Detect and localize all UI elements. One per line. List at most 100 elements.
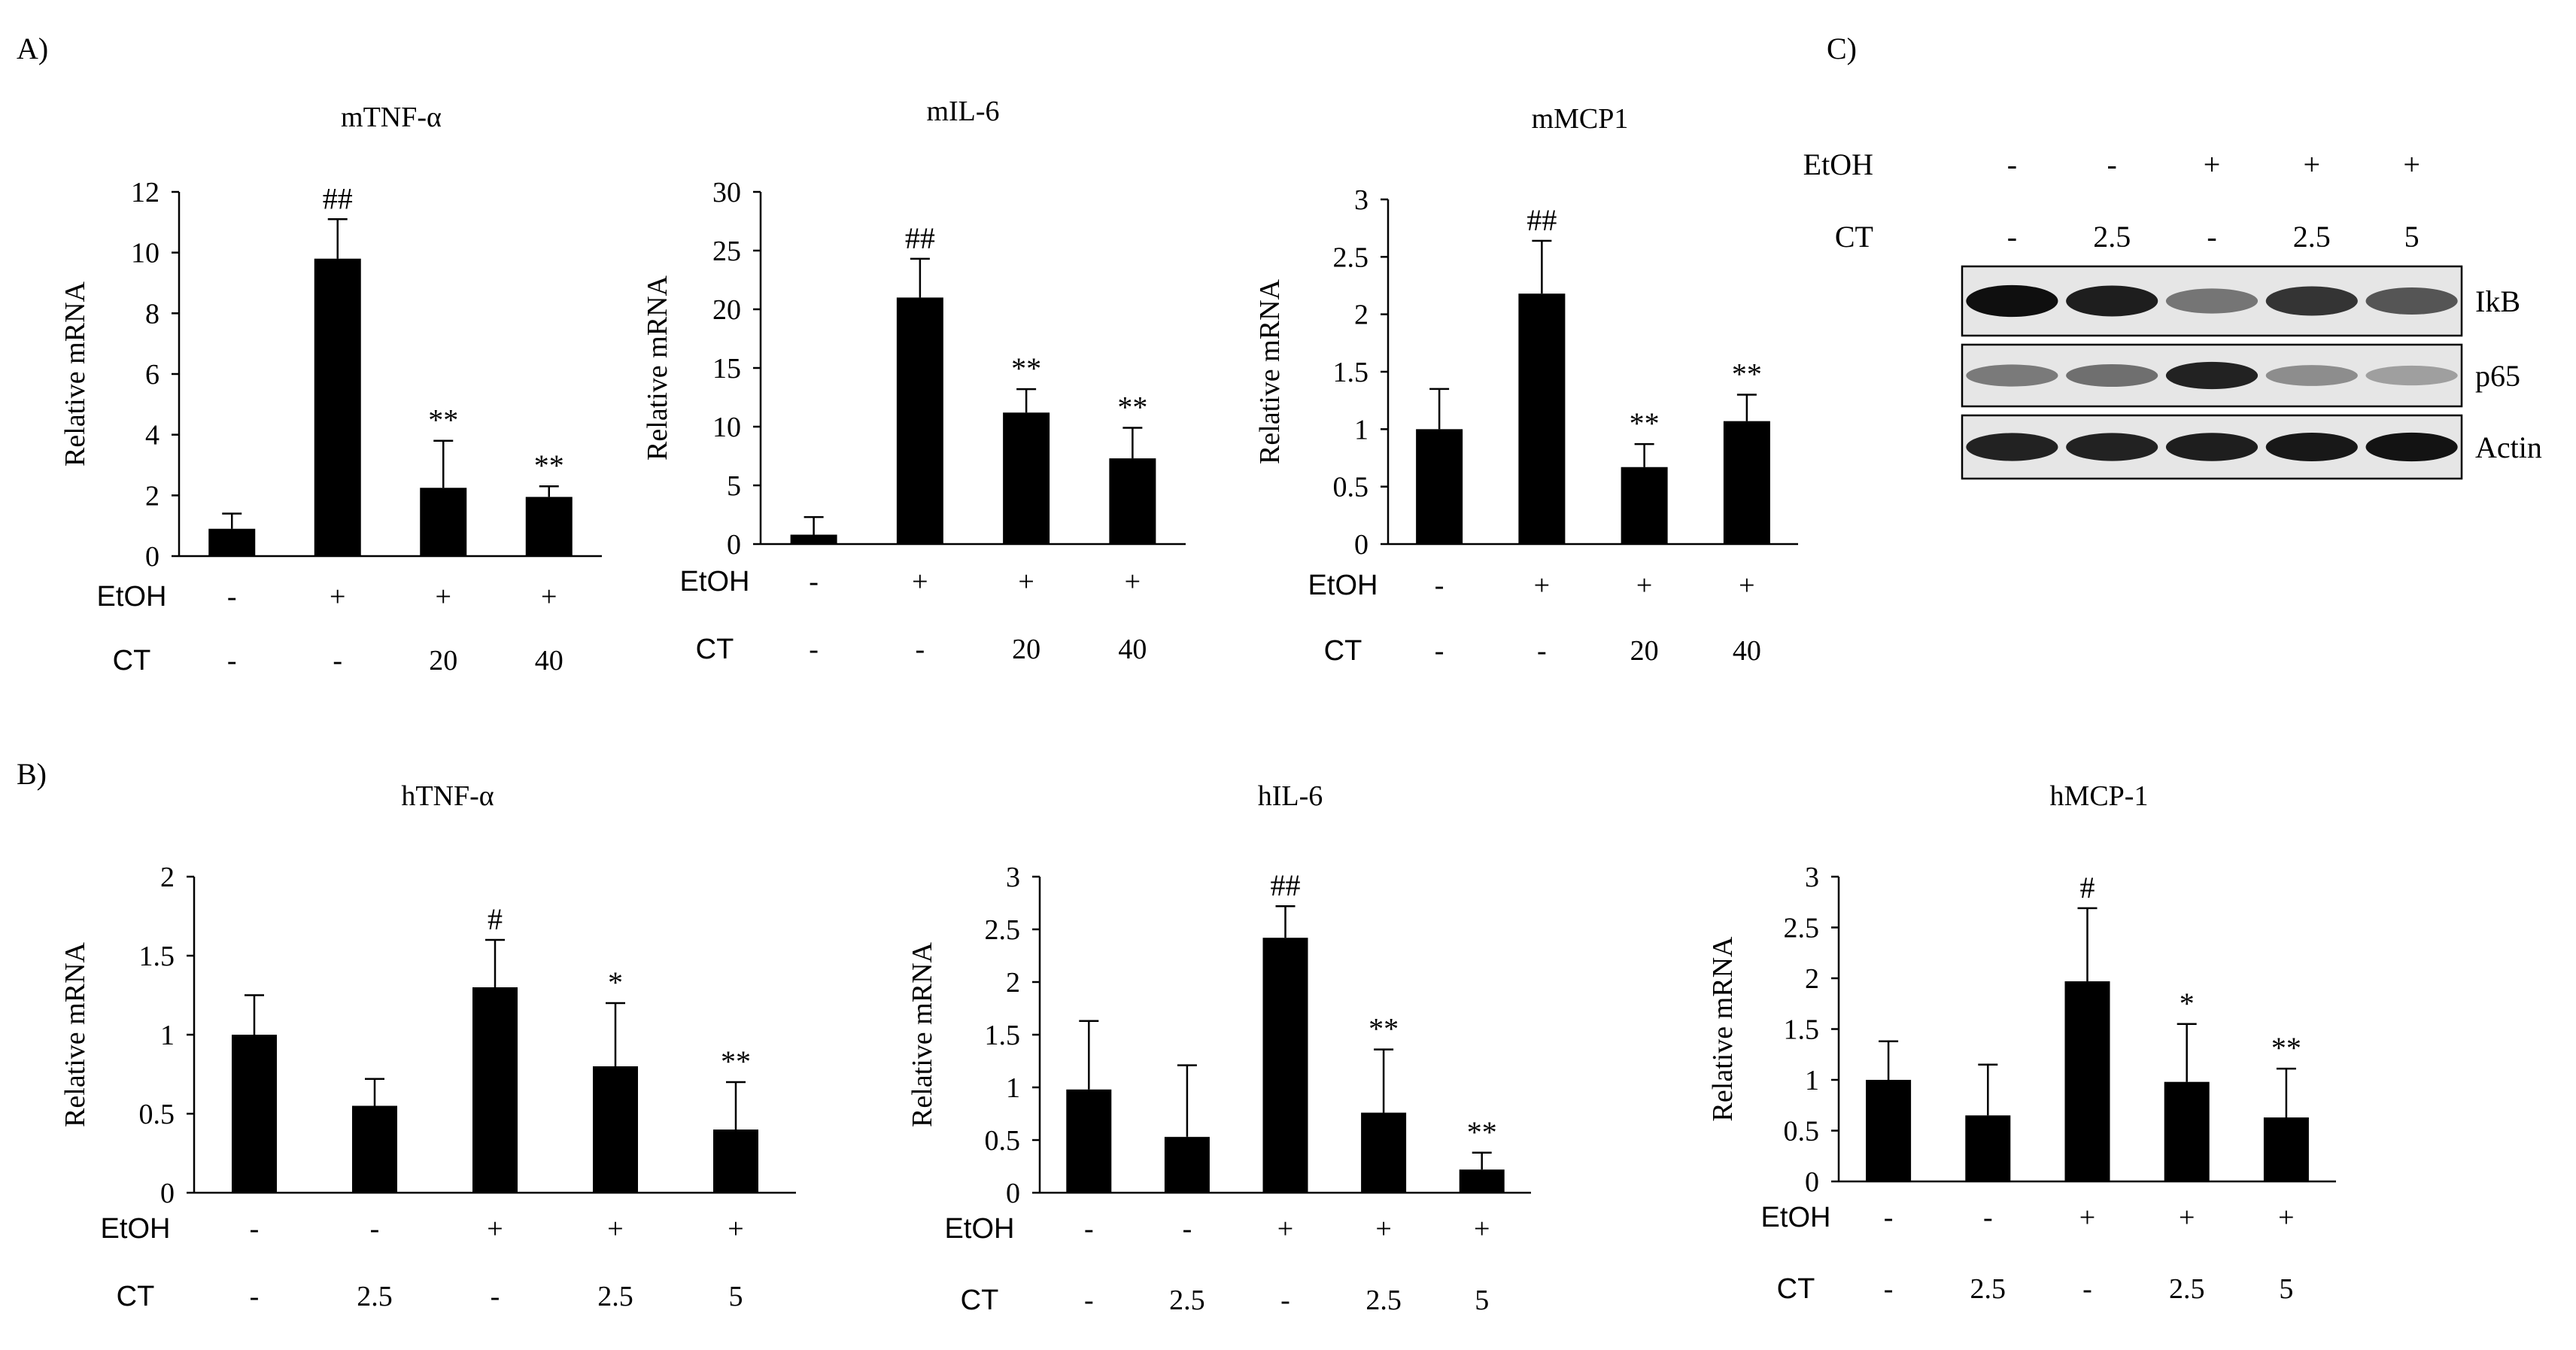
condition-value: - [1084, 1213, 1094, 1245]
blot-row-actin: Actin [1961, 414, 2542, 480]
y-tick-label: 4 [145, 420, 159, 452]
condition-value: - [1435, 570, 1444, 601]
y-tick-label: 12 [131, 177, 159, 208]
blot-band [1966, 284, 2058, 318]
blot-condition-value: - [2007, 147, 2017, 181]
condition-value: 2.5 [2169, 1273, 2205, 1305]
significance-label: ** [1630, 406, 1660, 440]
condition-value: 5 [2279, 1273, 2293, 1305]
condition-value: + [1739, 570, 1754, 601]
condition-value: - [1884, 1273, 1894, 1305]
y-tick-label: 10 [712, 412, 741, 443]
y-axis-label: Relative mRNA [907, 941, 938, 1127]
condition-value: 2.5 [597, 1281, 633, 1312]
significance-label: ** [1117, 391, 1147, 424]
condition-value: + [330, 581, 345, 613]
bar [352, 1105, 397, 1193]
bar [790, 534, 837, 544]
blot-band [2066, 363, 2158, 388]
condition-value: + [728, 1213, 743, 1245]
condition-value: + [1125, 566, 1141, 597]
condition-label: CT [1324, 635, 1362, 667]
condition-value: - [1183, 1213, 1192, 1245]
y-tick-label: 0.5 [1333, 472, 1369, 503]
blot-condition-value: 2.5 [2093, 220, 2131, 254]
condition-value: + [607, 1213, 623, 1245]
blot-condition-value: 5 [2404, 220, 2420, 254]
bar [232, 1035, 277, 1193]
chart-title: hTNF-α [401, 780, 494, 812]
condition-value: - [1084, 1285, 1094, 1316]
y-tick-label: 0 [160, 1178, 175, 1209]
bar [2064, 981, 2110, 1181]
significance-label: ** [534, 448, 564, 482]
condition-value: - [809, 634, 819, 665]
y-tick-label: 1.5 [1784, 1014, 1820, 1046]
condition-label: CT [117, 1281, 155, 1312]
bar [2263, 1117, 2309, 1181]
chart-mIL6: mIL-6 Relative mRNA 0 5 10 15 20 25 30 ## ** ** EtOH… [642, 96, 1186, 665]
blot-band [2365, 365, 2458, 386]
blot-band [2265, 286, 2358, 316]
blot-condition-label: EtOH [1803, 147, 1873, 181]
blot-band [2165, 288, 2259, 314]
condition-label: CT [696, 634, 734, 665]
chart-title: mMCP1 [1532, 103, 1629, 135]
condition-value: - [1537, 635, 1547, 667]
condition-value: - [1435, 635, 1444, 667]
y-tick-label: 1 [160, 1020, 175, 1051]
y-axis-label: Relative mRNA [642, 275, 673, 460]
condition-label: EtOH [1308, 570, 1378, 601]
bar [1109, 458, 1156, 544]
y-tick-label: 2 [1354, 299, 1368, 331]
blot-condition-value: + [2304, 147, 2321, 181]
condition-value: 2.5 [357, 1281, 393, 1312]
condition-value: - [2082, 1273, 2092, 1305]
blot-band [2365, 287, 2458, 315]
y-axis-label: Relative mRNA [59, 281, 91, 466]
y-tick-label: 0 [145, 541, 159, 573]
bar [1416, 429, 1463, 544]
condition-value: + [1636, 570, 1652, 601]
condition-value: - [333, 645, 342, 677]
bar [472, 987, 518, 1193]
condition-label: CT [961, 1285, 999, 1316]
condition-value: + [487, 1213, 503, 1245]
condition-value: - [809, 566, 819, 597]
condition-value: 2.5 [1365, 1285, 1402, 1316]
y-tick-label: 2 [1805, 963, 1819, 995]
condition-value: 2.5 [1970, 1273, 2006, 1305]
bar [593, 1066, 638, 1193]
condition-label: EtOH [101, 1213, 171, 1245]
condition-value: + [436, 581, 451, 613]
significance-label: ** [2271, 1031, 2301, 1065]
condition-value: 20 [1630, 635, 1659, 667]
significance-label: * [2180, 987, 2195, 1020]
y-tick-label: 1.5 [1333, 357, 1369, 388]
blot-condition-value: - [2007, 220, 2017, 254]
y-tick-label: 30 [712, 177, 741, 208]
condition-value: + [2179, 1202, 2195, 1233]
y-tick-label: 2 [145, 480, 159, 512]
bar [1965, 1115, 2011, 1181]
condition-value: + [1277, 1213, 1293, 1245]
blot-condition-value: - [2107, 147, 2117, 181]
blot-condition-value: - [2207, 220, 2216, 254]
chart-title: hMCP-1 [2050, 780, 2149, 812]
bar [314, 258, 361, 556]
bar [1518, 293, 1566, 544]
y-tick-label: 0 [727, 529, 741, 561]
y-tick-label: 2.5 [985, 914, 1021, 946]
chart-title: mIL-6 [926, 96, 999, 127]
bar [2164, 1081, 2210, 1181]
y-axis-label: Relative mRNA [1707, 936, 1739, 1121]
blot-condition-value: 2.5 [2293, 220, 2331, 254]
condition-label: CT [1777, 1273, 1815, 1305]
bar [1459, 1169, 1505, 1193]
y-tick-label: 0.5 [1784, 1116, 1820, 1148]
y-tick-label: 0.5 [985, 1125, 1021, 1157]
condition-value: 5 [1475, 1285, 1489, 1316]
condition-value: - [1884, 1202, 1894, 1233]
y-tick-label: 1.5 [139, 941, 175, 972]
bar [1066, 1089, 1112, 1193]
